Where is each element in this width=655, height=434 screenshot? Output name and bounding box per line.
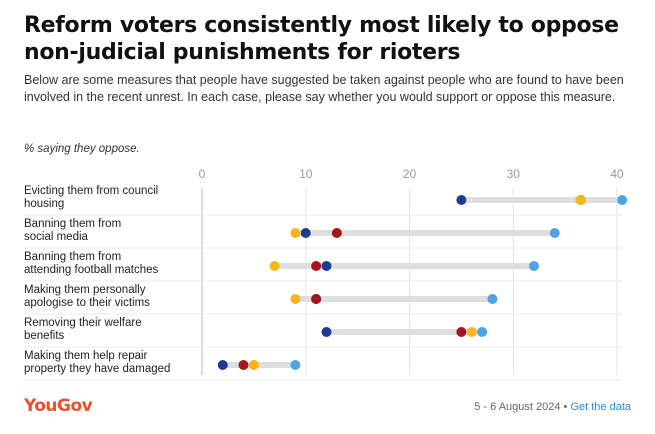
category-label-line: housing [24, 198, 64, 210]
chart-subtitle: Below are some measures that people have… [24, 73, 624, 104]
chart-rows: Evicting them from council housing Banning… [24, 185, 628, 381]
data-point [617, 195, 628, 205]
data-point [456, 195, 467, 205]
data-point [311, 261, 322, 271]
category-label: Banning them from social media [24, 218, 121, 243]
data-point [575, 195, 586, 205]
data-point [248, 360, 259, 370]
category-label: Banning them from attending football matc… [24, 251, 159, 276]
category-label-line: social media [24, 231, 89, 243]
data-point [477, 327, 488, 337]
chart-row: Making them personally apologise to their… [24, 284, 622, 315]
data-point [331, 228, 342, 238]
category-label: Evicting them from council housing [24, 185, 158, 210]
category-label-line: Banning them from [24, 218, 121, 230]
data-point [290, 360, 301, 370]
footer-separator: • [563, 401, 568, 413]
category-label-line: benefits [24, 330, 65, 342]
get-the-data-link[interactable]: Get the data [570, 401, 631, 413]
tick-label: 40 [610, 167, 624, 181]
category-label-line: Removing their welfare [24, 317, 142, 329]
tick-label: 30 [507, 167, 521, 181]
data-point [311, 294, 322, 304]
data-point [300, 228, 311, 238]
category-label-line: property they have damaged [24, 363, 170, 375]
category-label: Removing their welfare benefits [24, 317, 142, 342]
data-point [321, 327, 332, 337]
data-point [487, 294, 498, 304]
data-point [217, 360, 228, 370]
category-label-line: apologise to their victims [24, 297, 150, 309]
data-point [321, 261, 332, 271]
category-label-line: Banning them from [24, 251, 121, 263]
chart-row: Banning them from social media [24, 218, 622, 249]
tick-label: 0 [199, 167, 206, 181]
data-point [549, 228, 560, 238]
chart-title: Reform voters consistently most likely t… [24, 13, 619, 65]
tick-labels: 0 10 20 30 40 [199, 167, 624, 181]
data-point [238, 360, 249, 370]
chart-row: Making them help repair property they hav… [24, 350, 622, 381]
data-point [290, 294, 301, 304]
category-label: Making them personally apologise to their… [24, 284, 150, 309]
footer-date: 5 - 6 August 2024 [474, 401, 561, 413]
category-label-line: Evicting them from council [24, 185, 158, 197]
chart-row: Banning them from attending football matc… [24, 251, 622, 282]
category-label: Making them help repair property they hav… [24, 350, 170, 375]
dot-range-chart: 0 10 20 30 40 Evicting them from council hous… [24, 167, 628, 381]
tick-label: 20 [403, 167, 417, 181]
data-point [529, 261, 539, 271]
category-label-line: attending football matches [24, 264, 159, 276]
chart-row: Evicting them from council housing [24, 185, 628, 216]
category-label-line: Making them personally [24, 284, 146, 296]
chart-row: Removing their welfare benefits [24, 317, 622, 348]
data-point [290, 228, 301, 238]
footer-source: 5 - 6 August 2024 • Get the data [474, 401, 631, 413]
category-label-line: Making them help repair [24, 350, 148, 362]
tick-label: 10 [299, 167, 313, 181]
yougov-logo: YouGov [24, 396, 93, 416]
data-point [269, 261, 280, 271]
data-point [456, 327, 467, 337]
chart-note: % saying they oppose. [24, 143, 140, 155]
data-point [466, 327, 477, 337]
